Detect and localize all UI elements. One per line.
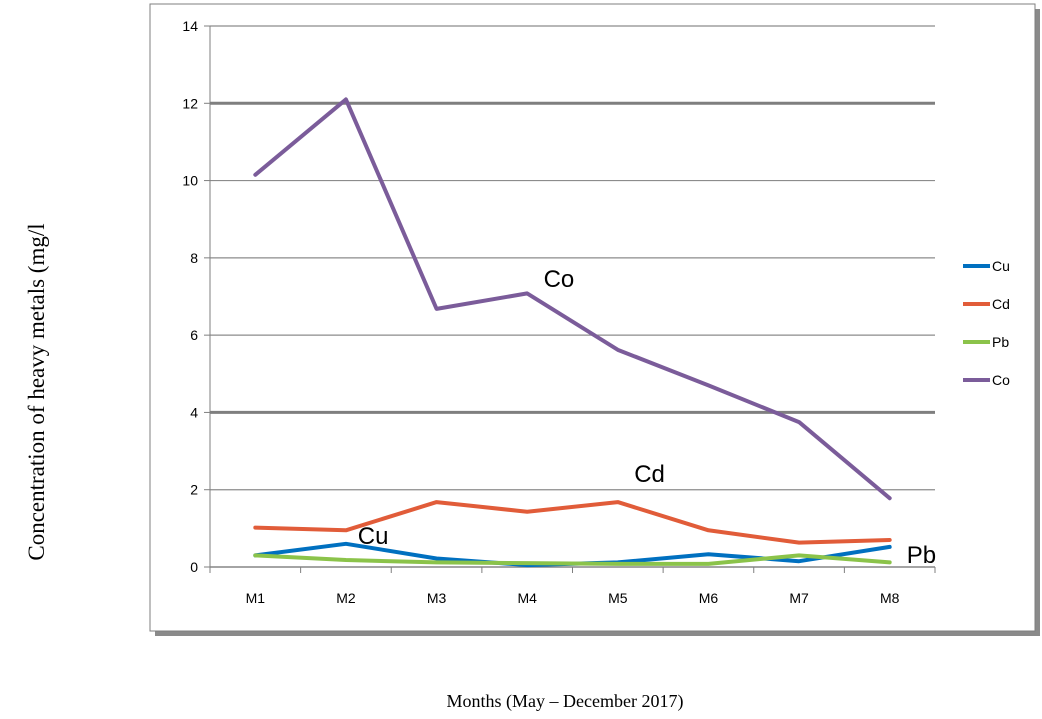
annotations: Co Cd Cu Pb [358, 266, 936, 569]
y-tick-label: 12 [182, 95, 198, 111]
annotation-label: Cu [358, 523, 389, 550]
y-tick-label: 6 [190, 327, 198, 343]
y-axis-label: Concentration of heavy metals (mg/l [24, 223, 49, 560]
series-line-cd [253, 500, 892, 545]
series-line-co [253, 97, 892, 501]
y-tick-label: 0 [190, 559, 198, 575]
y-tick-label: 14 [182, 18, 198, 34]
x-tick-label: M8 [880, 590, 900, 606]
x-tick-label: M1 [246, 590, 266, 606]
annotation-label: Co [544, 266, 575, 293]
x-axis-label: Months (May – December 2017) [447, 691, 684, 712]
legend-label: Co [992, 372, 1010, 388]
x-tick-label: M5 [608, 590, 628, 606]
legend-label: Cd [992, 296, 1010, 312]
x-tick-label: M2 [336, 590, 356, 606]
annotation-label: Pb [907, 542, 936, 569]
legend: Cu Cd Pb Co [963, 258, 1010, 388]
y-axis-ticks: 0 2 4 6 8 10 12 14 [182, 18, 211, 575]
chart-frame [149, 3, 1036, 632]
y-tick-label: 4 [190, 404, 198, 420]
legend-label: Cu [992, 258, 1010, 274]
x-axis: M1 M2 M3 M4 M5 M6 M7 M8 [209, 566, 936, 606]
gridlines [210, 25, 935, 568]
legend-label: Pb [992, 334, 1009, 350]
y-tick-label: 2 [190, 482, 198, 498]
annotation-label: Cd [634, 461, 665, 488]
y-tick-label: 8 [190, 250, 198, 266]
x-tick-label: M3 [427, 590, 447, 606]
x-tick-label: M7 [789, 590, 809, 606]
series-lines [253, 97, 892, 568]
x-tick-label: M6 [699, 590, 719, 606]
x-tick-label: M4 [517, 590, 537, 606]
series-line-pb [253, 553, 892, 566]
y-tick-label: 10 [182, 173, 198, 189]
